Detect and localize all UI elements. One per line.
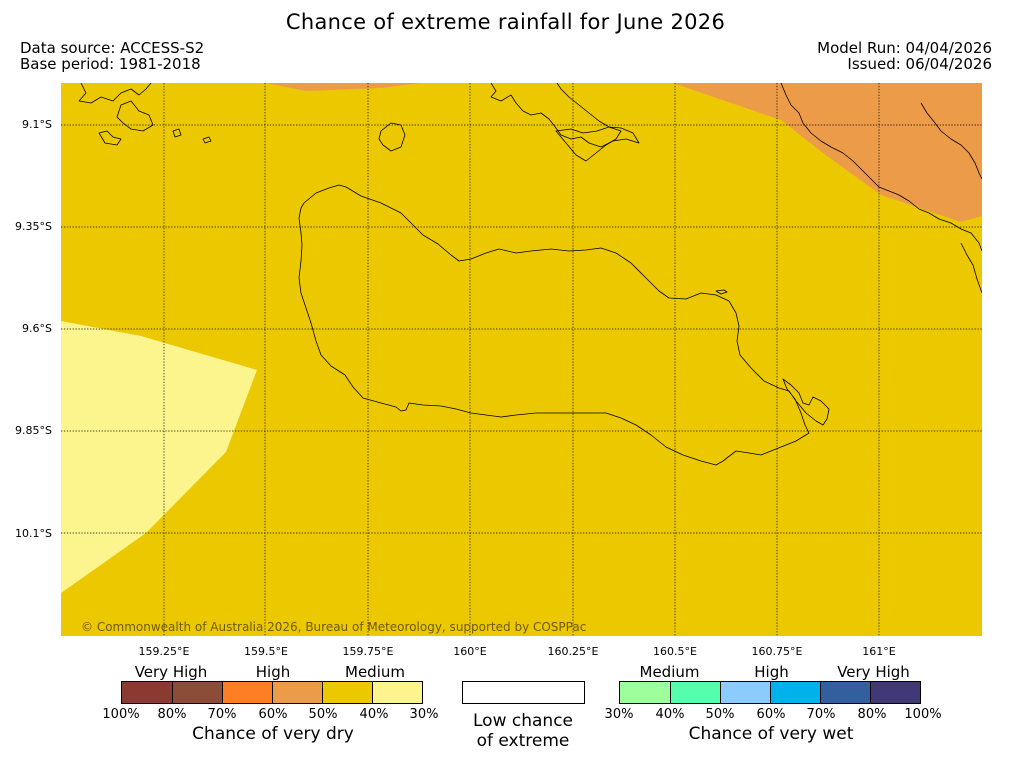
run-info: Model Run: 04/04/2026 Issued: 06/04/2026 <box>817 40 992 72</box>
florida-islands-east-outline <box>555 126 622 162</box>
longitude-label: 161°E <box>862 645 896 658</box>
coastline <box>78 83 982 466</box>
wet-tick-label: 30% <box>604 707 634 722</box>
wet-colour-scale <box>619 681 921 704</box>
high-dry-region-northeast <box>673 83 982 222</box>
malaita-inner-outline <box>920 102 982 180</box>
malaita-coast-south-outline <box>960 242 982 294</box>
dry-category-label: High <box>255 663 291 681</box>
wet-swatch <box>670 682 720 703</box>
longitude-label: 159.25°E <box>138 645 190 658</box>
dry-colour-scale <box>121 681 423 704</box>
dry-tick-label: 30% <box>409 707 439 722</box>
longitude-label: 160.75°E <box>751 645 803 658</box>
guadalcanal-island-outline <box>298 184 830 466</box>
wet-swatch <box>870 682 920 703</box>
dry-tick-label: 80% <box>157 707 187 722</box>
longitude-label: 160.5°E <box>653 645 697 658</box>
wet-swatch <box>720 682 770 703</box>
small-islet-1-outline <box>202 136 212 144</box>
wet-tick-label: 70% <box>806 707 836 722</box>
copyright-text: © Commonwealth of Australia 2026, Bureau… <box>81 620 586 634</box>
wet-swatch <box>620 682 670 703</box>
longitude-label: 160°E <box>453 645 487 658</box>
data-source-text: Data source: ACCESS-S2 <box>20 39 205 57</box>
dry-category-label: Medium <box>345 663 405 681</box>
dry-category-label: Very High <box>134 663 208 681</box>
latitude-label: 10.1°S <box>15 527 52 540</box>
wet-tick-label: 40% <box>655 707 685 722</box>
wet-swatch <box>820 682 870 703</box>
low-chance-line: Low chance <box>473 711 573 731</box>
map-area: © Commonwealth of Australia 2026, Bureau… <box>61 83 982 636</box>
wet-tick-label: 80% <box>857 707 887 722</box>
chart-title: Chance of extreme rainfall for June 2026 <box>285 10 726 34</box>
malaita-coast-outline <box>780 83 982 252</box>
wet-scale-title: Chance of very wet <box>688 724 854 744</box>
latitude-label: 9.85°S <box>15 424 52 437</box>
small-islet-2-outline <box>172 128 182 138</box>
savo-islet-outline <box>715 289 728 295</box>
low-chance-label: Low chance of extreme <box>443 711 603 751</box>
wet-tick-label: 50% <box>705 707 735 722</box>
longitude-label: 160.25°E <box>547 645 599 658</box>
dry-swatch <box>222 682 272 703</box>
wet-tick-label: 60% <box>756 707 786 722</box>
russell-islands-south-outline <box>116 100 154 132</box>
dry-swatch <box>272 682 322 703</box>
latitude-label: 9.35°S <box>15 220 52 233</box>
base-period-text: Base period: 1981-2018 <box>20 55 201 73</box>
wet-category-label: Medium <box>639 663 700 681</box>
wet-tick-label: 100% <box>904 707 942 722</box>
map-svg: © Commonwealth of Australia 2026, Bureau… <box>61 83 982 636</box>
wet-category-label: Very High <box>837 663 910 681</box>
dry-tick-label: 50% <box>308 707 338 722</box>
wet-category-label: High <box>754 663 789 681</box>
dry-tick-label: 60% <box>258 707 288 722</box>
latitude-label: 9.6°S <box>22 322 52 335</box>
dry-tick-label: 100% <box>102 707 140 722</box>
dry-tick-label: 40% <box>359 707 389 722</box>
dry-tick-label: 70% <box>207 707 237 722</box>
longitude-label: 159.75°E <box>342 645 394 658</box>
latitude-label: 9.1°S <box>22 118 52 131</box>
russell-islet-outline <box>98 130 122 146</box>
high-dry-region-north-strip <box>266 83 421 91</box>
dry-swatch <box>322 682 372 703</box>
low-chance-swatch <box>462 681 585 704</box>
graticule <box>61 83 982 636</box>
russell-islands-outline <box>78 83 152 104</box>
dry-swatch <box>122 682 172 703</box>
florida-islands-outline <box>490 83 640 148</box>
source-info: Data source: ACCESS-S2 Base period: 1981… <box>20 40 204 72</box>
issued-text: Issued: 06/04/2026 <box>847 55 992 73</box>
model-run-text: Model Run: 04/04/2026 <box>817 39 992 57</box>
wet-swatch <box>770 682 820 703</box>
longitude-label: 159.5°E <box>244 645 288 658</box>
mbanika-islet-outline <box>378 122 406 152</box>
dry-swatch <box>172 682 222 703</box>
low-dry-region-west <box>61 321 257 593</box>
low-chance-line: of extreme <box>476 731 570 751</box>
dry-swatch <box>372 682 422 703</box>
dry-scale-title: Chance of very dry <box>192 724 354 744</box>
